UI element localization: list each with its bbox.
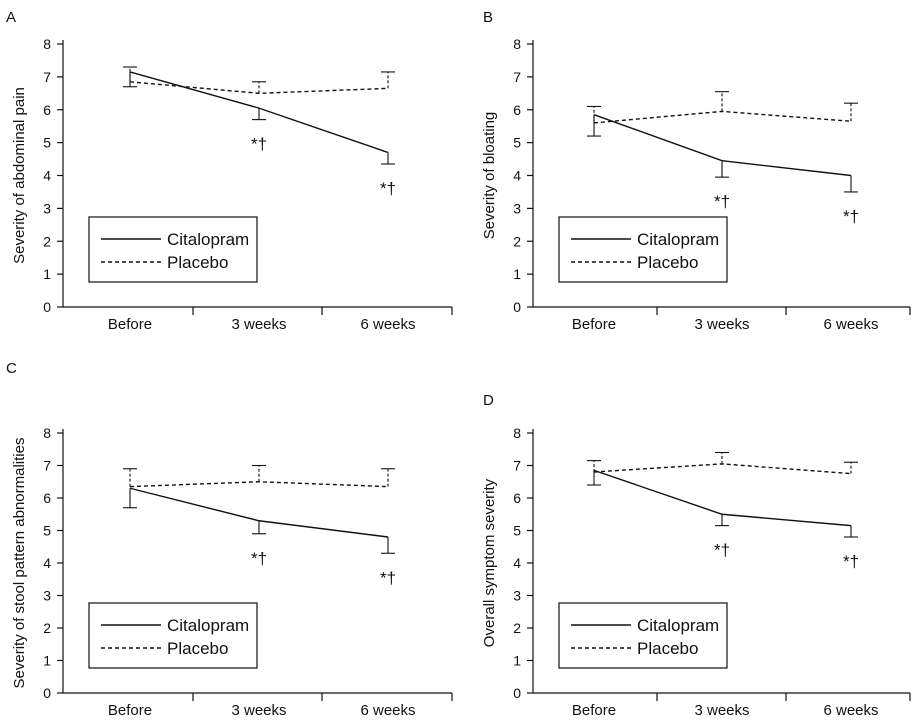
significance-annotation: *† (251, 135, 267, 154)
significance-annotation: *† (714, 541, 730, 560)
y-tick-label: 0 (513, 685, 521, 701)
y-tick-label: 8 (513, 36, 521, 52)
y-tick-label: 0 (43, 299, 51, 315)
y-tick-label: 3 (513, 200, 521, 216)
x-tick-label: Before (108, 702, 152, 719)
y-axis-label: Severity of stool pattern abnormalities (11, 438, 28, 689)
y-tick-label: 4 (513, 168, 521, 184)
y-tick-label: 4 (513, 555, 521, 571)
x-tick-label: 3 weeks (231, 702, 286, 719)
y-tick-label: 6 (43, 490, 51, 506)
legend: Citalopram Placebo (558, 602, 728, 669)
significance-annotation: *† (714, 192, 730, 211)
y-tick-label: 1 (43, 653, 51, 669)
x-tick-label: 6 weeks (360, 702, 415, 719)
y-tick-label: 2 (513, 233, 521, 249)
legend-frame (88, 216, 258, 283)
panel-letter: C (6, 360, 17, 377)
panel-c: C 0 1 2 3 4 5 6 7 8 Before 3 weeks 6 weeks Severity o… (6, 360, 453, 719)
legend: Citalopram Placebo (88, 216, 258, 283)
x-tick-label: 6 weeks (823, 316, 878, 333)
y-tick-label: 1 (513, 653, 521, 669)
y-tick-label: 6 (43, 102, 51, 118)
x-tick-label: 3 weeks (231, 316, 286, 333)
y-tick-label: 1 (513, 266, 521, 282)
legend-label-citalopram: Citalopram (637, 230, 719, 249)
series-line-placebo (593, 463, 852, 475)
y-tick-label: 5 (43, 135, 51, 151)
y-tick-label: 3 (43, 200, 51, 216)
panel-letter: D (483, 392, 494, 409)
y-tick-label: 5 (513, 135, 521, 151)
panel-letter: B (483, 9, 493, 26)
panel-letter: A (6, 9, 16, 26)
y-tick-label: 8 (513, 425, 521, 441)
x-tick-label: 3 weeks (694, 702, 749, 719)
series-line-placebo (129, 481, 389, 488)
significance-annotation: *† (251, 549, 267, 568)
y-tick-label: 0 (513, 299, 521, 315)
y-tick-label: 2 (513, 620, 521, 636)
legend: Citalopram Placebo (88, 602, 258, 669)
y-tick-label: 5 (43, 523, 51, 539)
y-tick-label: 3 (513, 588, 521, 604)
x-tick-label: Before (108, 316, 152, 333)
y-tick-label: 4 (43, 168, 51, 184)
y-tick-label: 6 (513, 490, 521, 506)
y-tick-label: 3 (43, 588, 51, 604)
legend-label-placebo: Placebo (167, 639, 228, 658)
y-tick-label: 7 (43, 69, 51, 85)
legend: Citalopram Placebo (558, 216, 728, 283)
legend-label-placebo: Placebo (637, 253, 698, 272)
panel-a: A 0 1 2 3 4 5 6 7 8 Before 3 weeks 6 weeks Severity o… (6, 9, 453, 333)
y-tick-label: 2 (43, 233, 51, 249)
y-tick-label: 4 (43, 555, 51, 571)
legend-label-citalopram: Citalopram (637, 616, 719, 635)
significance-annotation: *† (843, 552, 859, 571)
significance-annotation: *† (380, 568, 396, 587)
legend-frame (558, 602, 728, 669)
y-tick-label: 7 (513, 69, 521, 85)
significance-annotation: *† (843, 207, 859, 226)
y-tick-label: 8 (43, 425, 51, 441)
x-tick-label: 3 weeks (694, 316, 749, 333)
legend-frame (558, 216, 728, 283)
x-tick-label: 6 weeks (360, 316, 415, 333)
panel-b: B 0 1 2 3 4 5 6 7 8 Before 3 weeks 6 weeks Severity o… (481, 9, 911, 333)
y-tick-label: 7 (513, 458, 521, 474)
y-tick-label: 7 (43, 458, 51, 474)
x-tick-label: 6 weeks (823, 702, 878, 719)
x-tick-label: Before (572, 702, 616, 719)
y-axis-label: Overall symptom severity (481, 478, 498, 647)
series-line-placebo (593, 110, 852, 124)
y-tick-label: 6 (513, 102, 521, 118)
y-tick-label: 2 (43, 620, 51, 636)
significance-annotation: *† (380, 179, 396, 198)
legend-label-placebo: Placebo (637, 639, 698, 658)
y-axis-label: Severity of abdominal pain (11, 87, 28, 264)
panel-d: D 0 1 2 3 4 5 6 7 8 Before 3 weeks 6 weeks Overall sy… (481, 392, 911, 719)
y-tick-label: 0 (43, 685, 51, 701)
legend-label-placebo: Placebo (167, 253, 228, 272)
x-tick-label: Before (572, 316, 616, 333)
legend-label-citalopram: Citalopram (167, 616, 249, 635)
y-tick-label: 5 (513, 523, 521, 539)
y-tick-label: 8 (43, 36, 51, 52)
legend-label-citalopram: Citalopram (167, 230, 249, 249)
y-axis-label: Severity of bloating (481, 112, 498, 240)
y-tick-label: 1 (43, 266, 51, 282)
legend-frame (88, 602, 258, 669)
